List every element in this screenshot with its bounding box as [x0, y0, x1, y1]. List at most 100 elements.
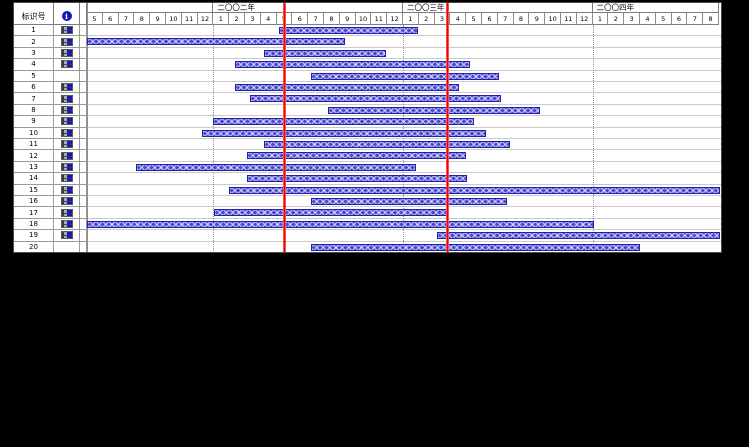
month-cell: 8 [513, 13, 530, 25]
task-id-cell: 6 [14, 82, 54, 94]
month-cell: 4 [640, 13, 656, 25]
gantt-bar-task-19[interactable] [436, 232, 720, 240]
divider-cell [80, 184, 87, 196]
gantt-bar-task-6[interactable] [234, 84, 460, 91]
chart-row-separator [87, 93, 721, 105]
task-indicator-cell [54, 59, 80, 71]
gantt-bar-task-20[interactable] [311, 243, 640, 251]
gantt-bar-task-11[interactable] [263, 141, 510, 148]
task-indicator-cell [54, 93, 80, 105]
task-note-indicator-icon [60, 94, 73, 103]
month-cell: 5 [655, 13, 672, 25]
month-cell: 8 [324, 13, 340, 25]
task-indicator-cell [54, 127, 80, 139]
month-cell: 11 [371, 13, 388, 25]
task-id-cell: 8 [14, 104, 54, 117]
task-id-cell: 17 [14, 207, 54, 219]
year-boundary-gridline [592, 25, 594, 251]
divider-cell [80, 59, 87, 71]
divider-cell [80, 230, 87, 242]
divider-cell [80, 139, 87, 151]
task-id-cell: 2 [14, 36, 54, 48]
month-cell: 11 [561, 13, 577, 25]
divider-cell [80, 36, 87, 48]
task-note-indicator-icon [60, 185, 73, 194]
month-cell: 10 [355, 13, 372, 25]
task-id-cell: 15 [14, 184, 54, 196]
year-boundary-gridline [213, 25, 215, 251]
month-cell: 1 [213, 13, 230, 25]
task-note-indicator-icon [60, 219, 73, 228]
chart-row-separator [87, 128, 721, 139]
month-cell: 9 [529, 13, 546, 25]
task-indicator-cell [54, 218, 80, 231]
task-indicator-cell [54, 150, 80, 162]
gantt-bar-task-17[interactable] [214, 209, 449, 217]
chart-row-separator [87, 36, 721, 48]
task-note-indicator-icon [60, 37, 73, 46]
chart-row-separator [87, 71, 721, 82]
table-chart-divider-cell [80, 3, 87, 25]
task-id-cell: 3 [14, 47, 54, 60]
chart-row-separator [87, 82, 721, 94]
divider-cell [80, 161, 87, 174]
task-id-cell: 1 [14, 25, 54, 37]
chart-row-separator [87, 25, 721, 37]
divider-cell [80, 207, 87, 219]
gantt-bar-task-15[interactable] [229, 186, 720, 194]
task-indicator-cell [54, 196, 80, 208]
task-id-cell: 13 [14, 161, 54, 174]
task-indicator-cell [54, 161, 80, 174]
task-id-cell: 16 [14, 196, 54, 208]
month-cell: 8 [134, 13, 151, 25]
divider-cell [80, 47, 87, 60]
task-indicator-cell [54, 207, 80, 219]
month-cell: 12 [387, 13, 403, 25]
status-date-line [445, 3, 449, 252]
task-id-cell: 12 [14, 150, 54, 162]
task-indicator-cell [54, 47, 80, 60]
gantt-bar-task-10[interactable] [202, 129, 486, 137]
divider-cell [80, 25, 87, 37]
chart-row-separator [87, 105, 721, 117]
status-date-line [283, 3, 286, 252]
gantt-bar-task-18[interactable] [87, 220, 595, 228]
chart-row-separator [87, 150, 721, 162]
gantt-bar-task-3[interactable] [263, 49, 386, 57]
month-cell: 4 [450, 13, 467, 25]
month-cell: 11 [181, 13, 198, 25]
year-boundary-gridline [403, 25, 404, 251]
chart-row-separator [87, 185, 721, 196]
task-indicator-cell [54, 139, 80, 151]
task-indicator-cell [54, 104, 80, 117]
gantt-bar-task-8[interactable] [327, 106, 540, 114]
task-indicator-cell [54, 116, 80, 128]
gantt-bar-task-5[interactable] [311, 72, 500, 80]
month-cell: 2 [608, 13, 625, 25]
divider-cell [80, 82, 87, 94]
gantt-bar-task-14[interactable] [246, 175, 467, 183]
task-id-cell: 9 [14, 116, 54, 128]
task-indicator-cell [54, 70, 80, 82]
month-cell: 9 [339, 13, 356, 25]
gantt-bar-task-16[interactable] [311, 198, 508, 205]
task-indicator-cell [54, 36, 80, 48]
chart-row-separator [87, 48, 721, 60]
task-id-cell: 19 [14, 230, 54, 242]
gantt-bar-task-7[interactable] [249, 95, 501, 103]
task-note-indicator-icon [60, 197, 73, 206]
task-note-indicator-icon [60, 60, 73, 69]
task-indicator-cell [54, 173, 80, 185]
task-note-indicator-icon [60, 162, 73, 171]
task-note-indicator-icon [60, 174, 73, 183]
divider-cell [80, 218, 87, 231]
gantt-bar-task-1[interactable] [278, 27, 418, 34]
month-cell: 12 [197, 13, 214, 25]
gantt-bar-task-4[interactable] [234, 61, 471, 69]
gantt-bar-task-12[interactable] [246, 152, 467, 160]
gantt-bar-task-2[interactable] [87, 38, 346, 46]
month-cell: 6 [292, 13, 309, 25]
task-indicator-cell [54, 82, 80, 94]
gantt-bar-task-9[interactable] [212, 118, 475, 126]
gantt-bar-task-13[interactable] [135, 163, 416, 171]
